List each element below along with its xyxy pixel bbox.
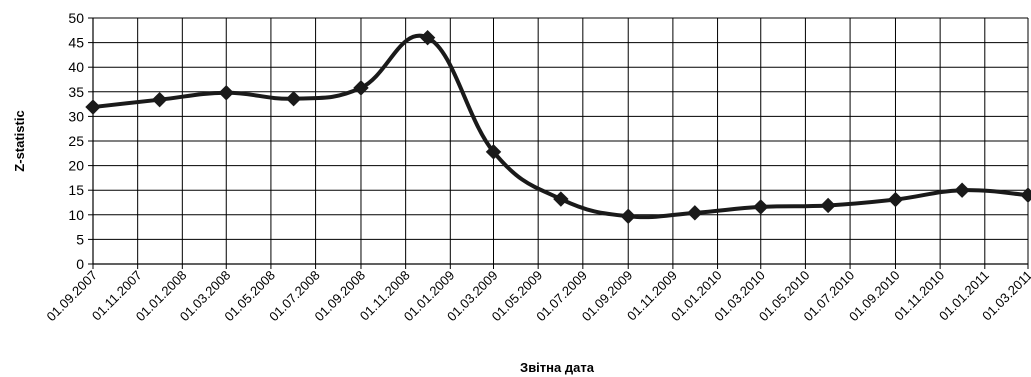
y-axis-title: Z-statistic [12, 110, 27, 171]
x-axis-title: Звітна дата [520, 360, 595, 375]
data-point-marker [485, 144, 502, 160]
series-markers [85, 29, 1031, 224]
data-point-marker [954, 182, 970, 198]
y-axis-ticks: 0 5 10 15 20 25 30 35 40 45 50 [68, 10, 84, 272]
series-line [91, 33, 1030, 220]
data-point-marker [419, 29, 436, 46]
data-point-marker [353, 80, 369, 96]
y-tick-label: 45 [68, 35, 84, 51]
data-point-marker [85, 99, 101, 115]
data-point-marker [218, 85, 234, 101]
data-point-marker [687, 205, 703, 221]
data-point-marker [285, 90, 302, 107]
data-point-marker [753, 199, 769, 215]
y-tick-label: 15 [68, 182, 84, 198]
y-tick-label: 40 [68, 59, 84, 75]
y-tick-label: 20 [68, 158, 84, 174]
grid [92, 17, 1029, 265]
y-tick-label: 50 [68, 10, 84, 26]
data-point-marker [620, 208, 636, 224]
x-axis-ticks: 01.09.200701.11.200701.01.200801.03.2008… [43, 268, 1031, 325]
data-point-marker [820, 197, 836, 214]
data-point-marker [151, 91, 168, 108]
data-point-marker [1020, 187, 1031, 203]
y-tick-label: 25 [68, 133, 84, 149]
data-point-marker [553, 191, 569, 207]
data-point-marker [887, 191, 904, 208]
y-tick-label: 30 [68, 108, 84, 124]
axes [88, 17, 1029, 269]
y-tick-label: 35 [68, 84, 84, 100]
y-tick-label: 10 [68, 207, 84, 223]
series-line-path [91, 33, 1030, 220]
y-tick-label: 0 [76, 256, 84, 272]
y-tick-label: 5 [76, 231, 84, 247]
